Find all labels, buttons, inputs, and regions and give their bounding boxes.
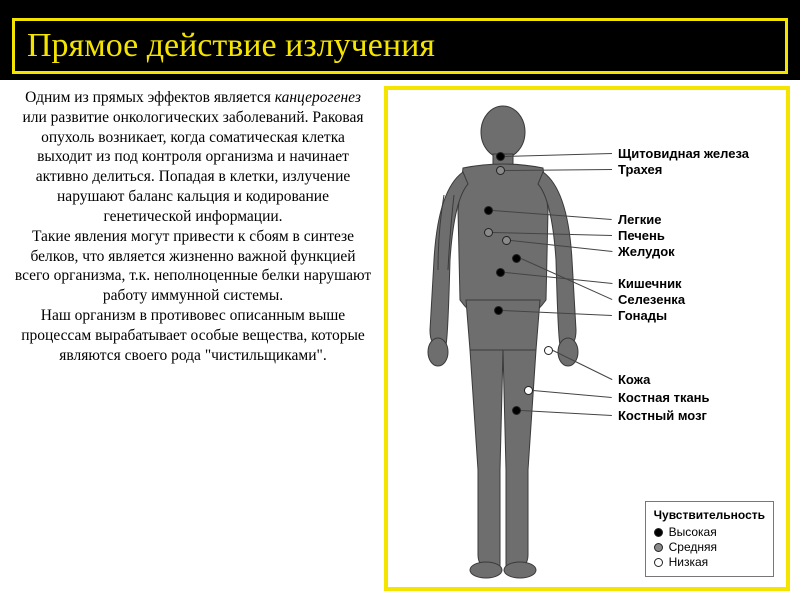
sensitivity-legend: Чувствительность ВысокаяСредняяНизкая bbox=[645, 501, 774, 577]
legend-row: Средняя bbox=[654, 540, 765, 554]
organ-label: Кожа bbox=[618, 372, 650, 387]
organ-dot bbox=[512, 406, 521, 415]
organ-dot bbox=[496, 268, 505, 277]
legend-row: Высокая bbox=[654, 525, 765, 539]
organ-label: Щитовидная железа bbox=[618, 146, 749, 161]
organ-label: Костный мозг bbox=[618, 408, 707, 423]
legend-label: Средняя bbox=[669, 540, 717, 554]
organ-label: Печень bbox=[618, 228, 665, 243]
organ-dot bbox=[496, 166, 505, 175]
legend-title: Чувствительность bbox=[654, 508, 765, 522]
legend-row: Низкая bbox=[654, 555, 765, 569]
content-area: Одним из прямых эффектов является канцер… bbox=[0, 80, 800, 600]
organ-dot bbox=[524, 386, 533, 395]
organ-dot bbox=[494, 306, 503, 315]
organ-dot bbox=[502, 236, 511, 245]
organ-dot bbox=[496, 152, 505, 161]
legend-dot-icon bbox=[654, 528, 663, 537]
diagram-wrap: Щитовидная железаТрахея ЛегкиеПеченьЖелуд… bbox=[380, 80, 800, 600]
legend-label: Низкая bbox=[669, 555, 709, 569]
legend-dot-icon bbox=[654, 558, 663, 567]
title-bar: Прямое действие излучения bbox=[12, 18, 788, 74]
organ-dot bbox=[484, 228, 493, 237]
organ-label: Селезенка bbox=[618, 292, 685, 307]
organ-label: Кишечник bbox=[618, 276, 682, 291]
organ-label: Легкие bbox=[618, 212, 662, 227]
page-title: Прямое действие излучения bbox=[27, 27, 773, 65]
legend-dot-icon bbox=[654, 543, 663, 552]
body-paragraph: Одним из прямых эффектов является канцер… bbox=[0, 80, 380, 600]
organ-label: Трахея bbox=[618, 162, 662, 177]
organ-label: Костная ткань bbox=[618, 390, 710, 405]
body-diagram: Щитовидная железаТрахея ЛегкиеПеченьЖелуд… bbox=[384, 86, 790, 591]
organ-label: Желудок bbox=[618, 244, 675, 259]
organ-label: Гонады bbox=[618, 308, 667, 323]
organ-dot bbox=[484, 206, 493, 215]
legend-label: Высокая bbox=[669, 525, 717, 539]
